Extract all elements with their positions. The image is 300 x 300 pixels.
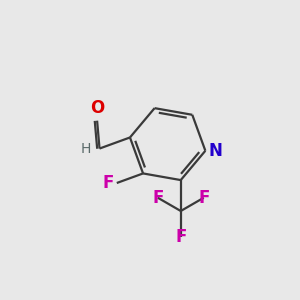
Text: F: F (103, 174, 114, 192)
Text: H: H (81, 142, 91, 155)
Text: N: N (209, 142, 223, 160)
Text: F: F (152, 189, 164, 207)
Text: F: F (175, 229, 186, 247)
Text: O: O (90, 99, 104, 117)
Text: F: F (198, 189, 209, 207)
